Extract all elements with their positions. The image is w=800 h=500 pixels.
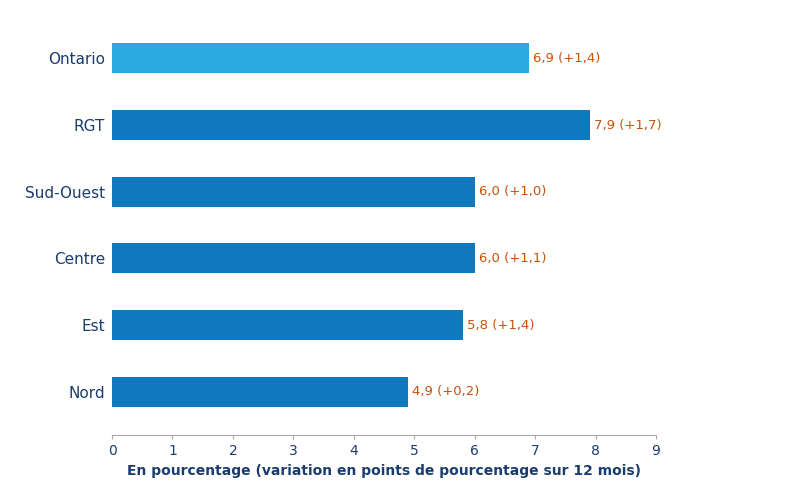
- Bar: [112, 44, 529, 74]
- X-axis label: En pourcentage (variation en points de pourcentage sur 12 mois): En pourcentage (variation en points de p…: [127, 464, 641, 477]
- Text: 7,9 (+1,7): 7,9 (+1,7): [594, 118, 662, 132]
- Text: 4,9 (+0,2): 4,9 (+0,2): [413, 385, 480, 398]
- Bar: [112, 110, 590, 140]
- Text: 6,9 (+1,4): 6,9 (+1,4): [534, 52, 601, 65]
- Text: 5,8 (+1,4): 5,8 (+1,4): [467, 318, 534, 332]
- Bar: [112, 310, 462, 340]
- Bar: [112, 244, 474, 274]
- Bar: [112, 376, 408, 406]
- Bar: [112, 176, 474, 206]
- Text: 6,0 (+1,1): 6,0 (+1,1): [479, 252, 546, 265]
- Text: 6,0 (+1,0): 6,0 (+1,0): [479, 185, 546, 198]
